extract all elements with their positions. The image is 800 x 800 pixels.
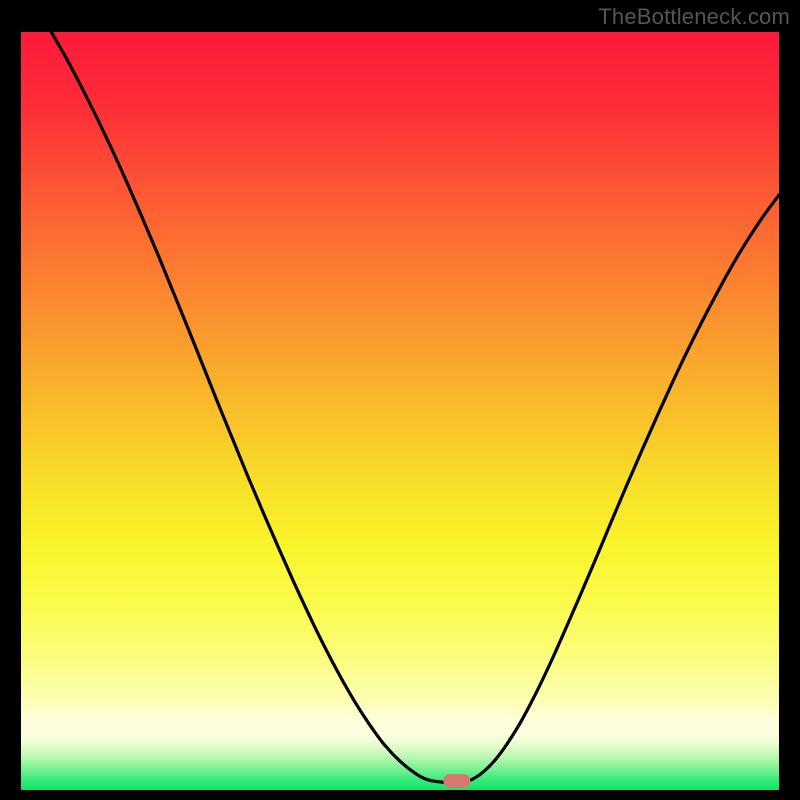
chart-frame: TheBottleneck.com xyxy=(0,0,800,800)
plot-area xyxy=(21,32,779,790)
bottleneck-curve-chart xyxy=(21,32,779,790)
optimal-marker xyxy=(443,774,470,788)
watermark-text: TheBottleneck.com xyxy=(598,4,790,30)
gradient-background xyxy=(21,32,779,790)
